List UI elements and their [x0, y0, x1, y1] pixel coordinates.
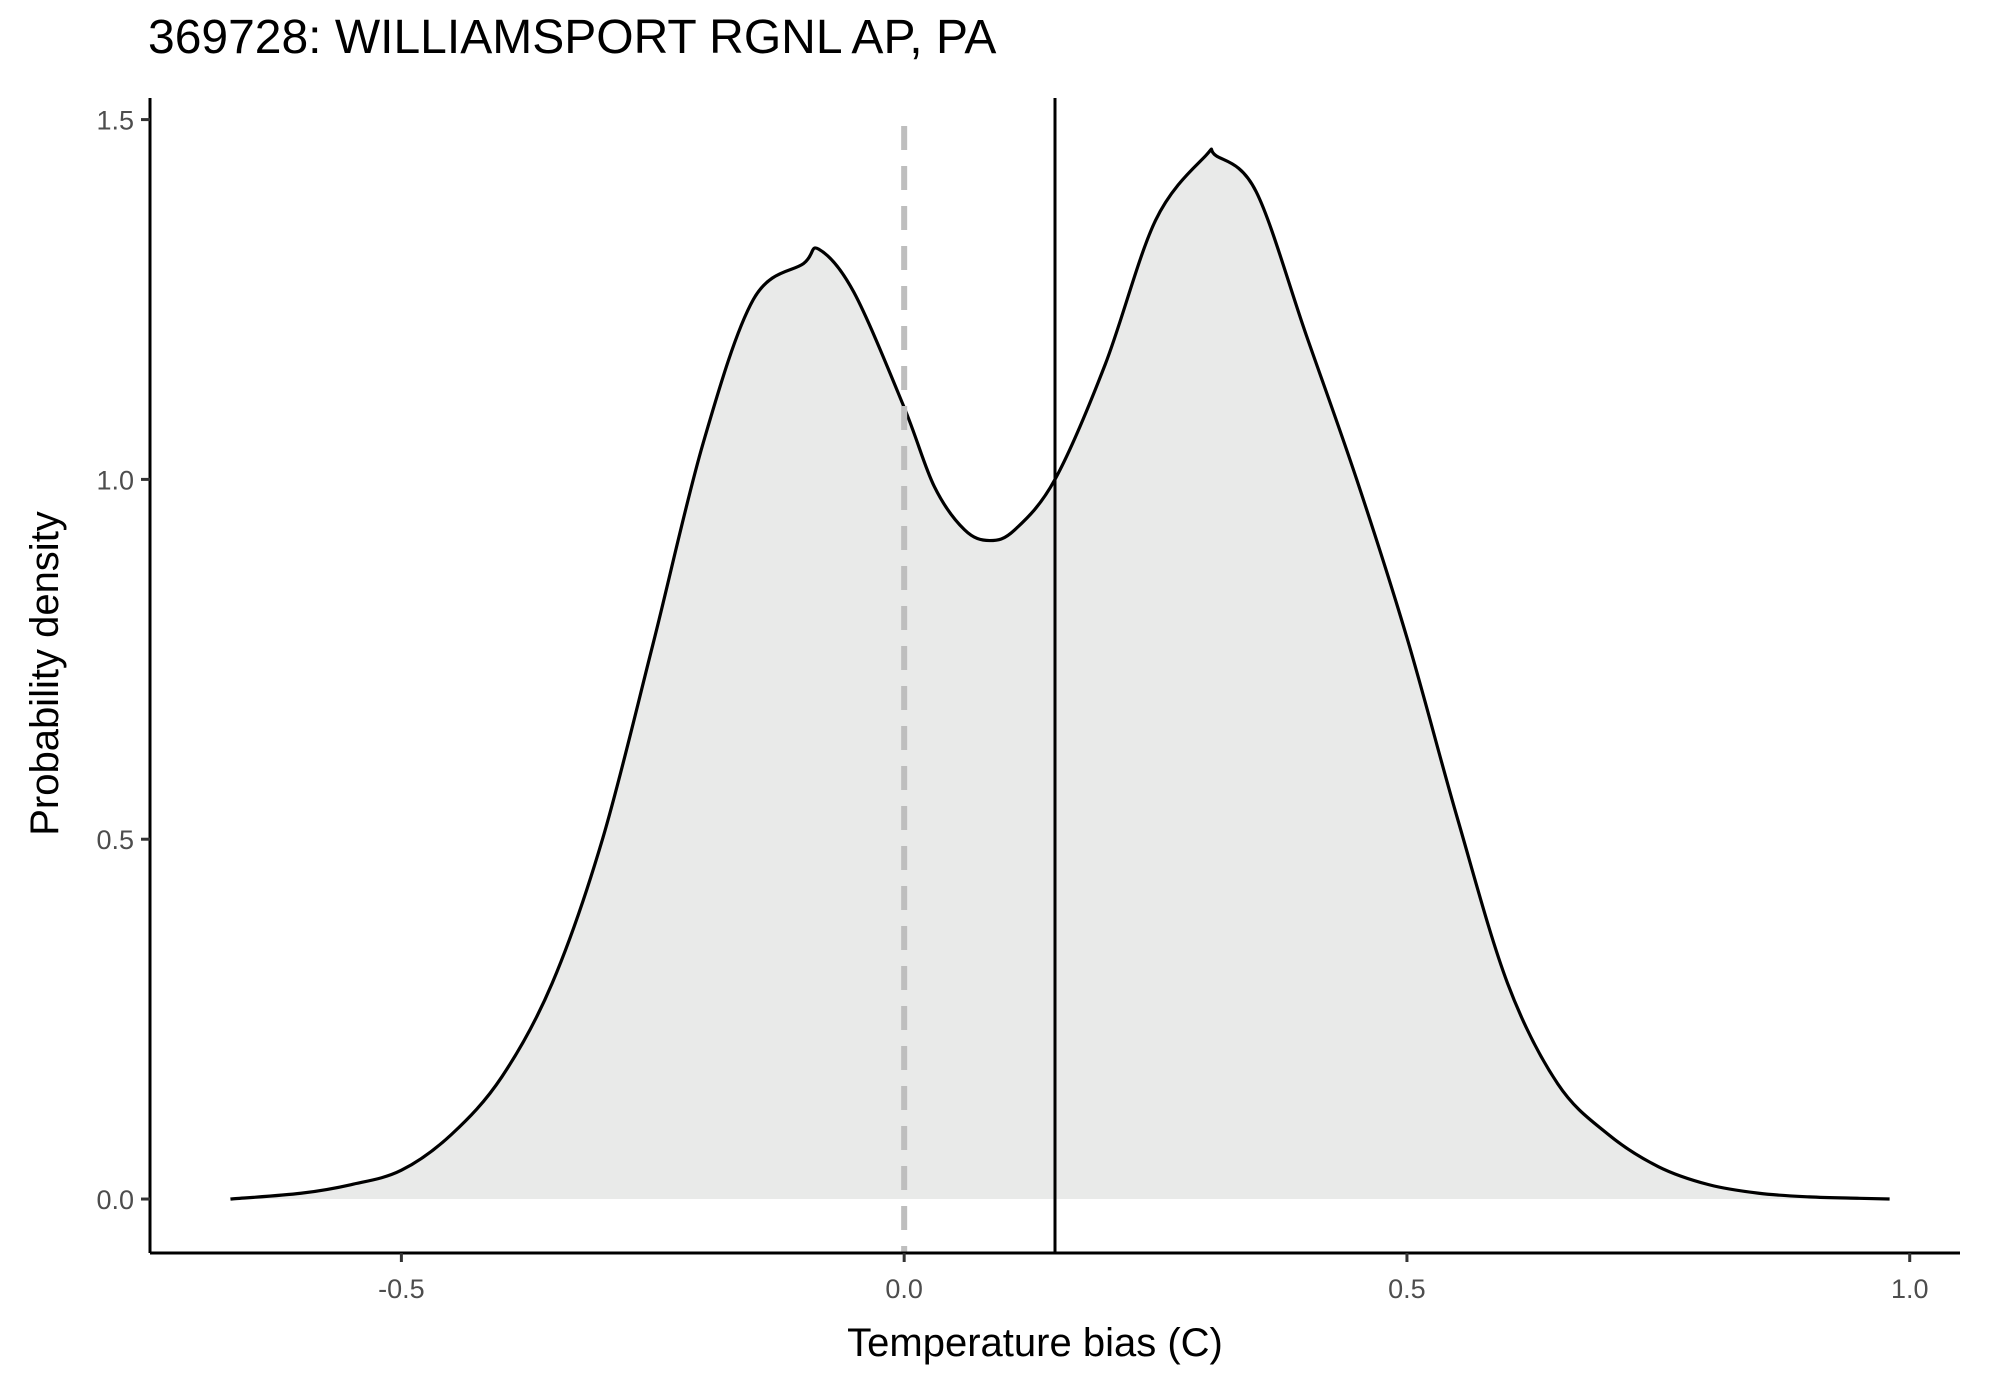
density-area-layer — [230, 147, 1890, 1201]
y-tick-label: 1.5 — [96, 106, 134, 136]
y-tick-label: 0.5 — [96, 825, 134, 855]
x-tick-label: 0.0 — [885, 1274, 923, 1304]
tick-labels-layer: -0.5 0.0 0.5 1.0 0.0 0.5 1.0 1.5 — [96, 106, 1928, 1304]
x-tick-label: -0.5 — [378, 1274, 425, 1304]
x-tick-label: 1.0 — [1891, 1274, 1929, 1304]
chart-title: 369728: WILLIAMSPORT RGNL AP, PA — [148, 11, 997, 64]
y-axis-title: Probability density — [23, 511, 67, 836]
reference-lines-layer — [901, 98, 1057, 1253]
x-tick-label: 0.5 — [1388, 1274, 1426, 1304]
axes-layer — [141, 98, 1960, 1262]
y-tick-label: 0.0 — [96, 1185, 134, 1215]
x-axis-title: Temperature bias (C) — [847, 1321, 1223, 1365]
density-fill-0 — [230, 149, 1890, 1200]
density-curve-0 — [230, 147, 1890, 1201]
y-tick-label: 1.0 — [96, 465, 134, 495]
